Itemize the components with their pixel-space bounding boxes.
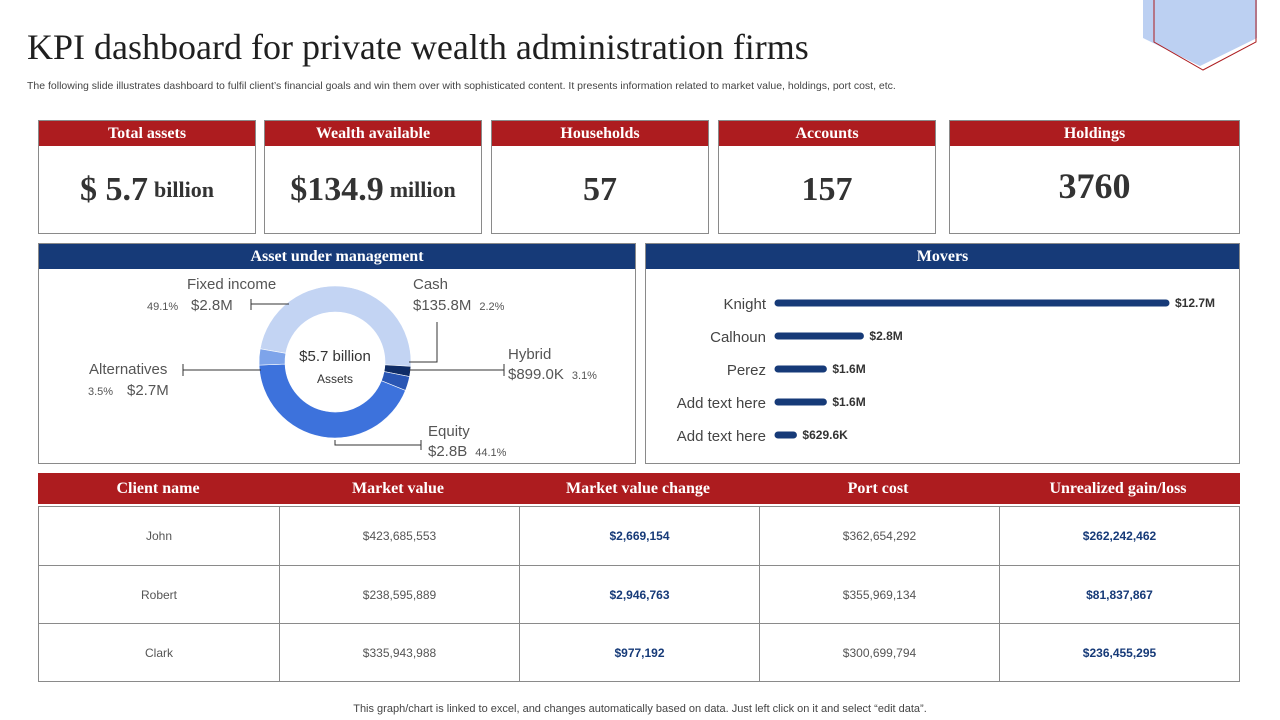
mover-category-label: Knight (723, 296, 766, 313)
slice-pct-cash: 2.2% (479, 301, 504, 313)
kpi-label: Total assets (39, 121, 255, 146)
cell-market-value: $335,943,988 (279, 624, 519, 681)
slice-amount-fixed-income: $2.8M (191, 297, 233, 314)
movers-panel-title: Movers (646, 244, 1239, 269)
kpi-card-holdings: Holdings 3760 (949, 120, 1240, 234)
table-row: Clark $335,943,988 $977,192 $300,699,794… (39, 623, 1239, 681)
slice-amount-equity: $2.8B (428, 443, 467, 460)
mover-category-label: Calhoun (710, 329, 766, 346)
kpi-card-households: Households 57 (491, 120, 709, 234)
cell-market-value: $238,595,889 (279, 566, 519, 623)
slice-label-hybrid: Hybrid (508, 346, 551, 363)
column-header-client-name: Client name (116, 480, 200, 497)
cell-client-name: Robert (140, 587, 178, 602)
mover-value-label: $12.7M (1175, 296, 1215, 310)
donut-center-value: $5.7 billion (299, 348, 371, 365)
kpi-card-accounts: Accounts 157 (718, 120, 936, 234)
kpi-value: $134.9 (290, 170, 384, 208)
cell-client-name: John (145, 529, 173, 543)
mover-category-label: Perez (727, 362, 766, 379)
column-header-market-value-change: Market value change (566, 480, 710, 497)
corner-decoration (1143, 0, 1257, 71)
kpi-label: Wealth available (265, 121, 481, 146)
kpi-card-wealth-available: Wealth available $134.9 million (264, 120, 482, 234)
page-title: KPI dashboard for private wealth adminis… (27, 27, 809, 67)
column-header-port-cost: Port cost (847, 480, 909, 497)
kpi-label: Holdings (950, 121, 1239, 146)
client-table: Client name Market value Market value ch… (38, 473, 1240, 682)
donut-center-label: Assets (317, 372, 353, 386)
cell-unrealized-gain-loss: $262,242,462 (999, 507, 1239, 565)
kpi-value: 157 (801, 170, 853, 208)
cell-market-value-change: $977,192 (519, 624, 759, 681)
leader-line (334, 440, 421, 446)
slice-amount-alternatives: $2.7M (127, 382, 169, 399)
kpi-unit: million (389, 176, 456, 202)
column-header-market-value: Market value (352, 480, 444, 497)
kpi-value: 3760 (1058, 165, 1131, 206)
table-row: Robert $238,595,889 $2,946,763 $355,969,… (39, 565, 1239, 623)
mover-value-label: $2.8M (869, 329, 902, 343)
slice-pct-hybrid: 3.1% (572, 370, 597, 382)
slice-label-equity: Equity (428, 423, 470, 440)
mover-value-label: $1.6M (832, 395, 865, 409)
aum-donut-chart: $5.7 billion Assets Fixed income 49.1% $2.8M… (88, 276, 597, 460)
slice-pct-equity: 44.1% (475, 447, 506, 459)
cell-port-cost: $300,699,794 (759, 624, 999, 681)
mover-category-label: Add text here (677, 395, 766, 412)
cell-client-name: Clark (144, 645, 173, 660)
cell-unrealized-gain-loss: $236,455,295 (999, 624, 1239, 681)
movers-bar-chart: Knight $12.7M Calhoun $2.8M Perez $1.6M Add te… (677, 296, 1215, 445)
kpi-label: Accounts (719, 121, 935, 146)
aum-panel-title: Asset under management (39, 244, 635, 269)
kpi-value: $ 5.7 (80, 170, 149, 208)
slice-label-cash: Cash (413, 276, 448, 293)
cell-port-cost: $362,654,292 (759, 507, 999, 565)
donut-slice-fixed-income (259, 285, 412, 367)
cell-port-cost: $355,969,134 (759, 566, 999, 623)
footer-note: This graph/chart is linked to excel, and… (353, 703, 927, 715)
movers-panel: Knight $12.7M Calhoun $2.8M Perez $1.6M Add te… (645, 243, 1240, 464)
kpi-label: Households (492, 121, 708, 146)
slice-pct-alternatives: 3.5% (88, 386, 113, 398)
cell-market-value-change: $2,669,154 (519, 507, 759, 565)
slice-label-fixed-income: Fixed income (187, 276, 276, 293)
mover-category-label: Add text here (677, 428, 766, 445)
leader-line (409, 322, 438, 363)
table-row: John $423,685,553 $2,669,154 $362,654,29… (39, 507, 1239, 565)
cell-market-value: $423,685,553 (279, 507, 519, 565)
kpi-unit: billion (154, 176, 214, 202)
slice-label-alternatives: Alternatives (89, 361, 167, 378)
slice-amount-cash: $135.8M (413, 297, 471, 314)
kpi-value: 57 (583, 170, 617, 208)
slice-pct-fixed-income: 49.1% (147, 301, 178, 313)
table-header: Client name Market value Market value ch… (38, 473, 1240, 504)
column-header-unrealized-gain-loss: Unrealized gain/loss (1049, 480, 1187, 497)
donut-slice-alternatives (258, 348, 287, 366)
cell-unrealized-gain-loss: $81,837,867 (999, 566, 1239, 623)
kpi-card-total-assets: Total assets $ 5.7 billion (38, 120, 256, 234)
cell-market-value-change: $2,946,763 (519, 566, 759, 623)
aum-panel: $5.7 billion Assets Fixed income 49.1% $2.8M… (38, 243, 636, 464)
slice-amount-hybrid: $899.0K (508, 366, 564, 383)
mover-value-label: $1.6M (832, 362, 865, 376)
mover-value-label: $629.6K (802, 428, 848, 442)
page-subtitle: The following slide illustrates dashboar… (27, 80, 896, 92)
donut-slice-equity (258, 363, 406, 439)
